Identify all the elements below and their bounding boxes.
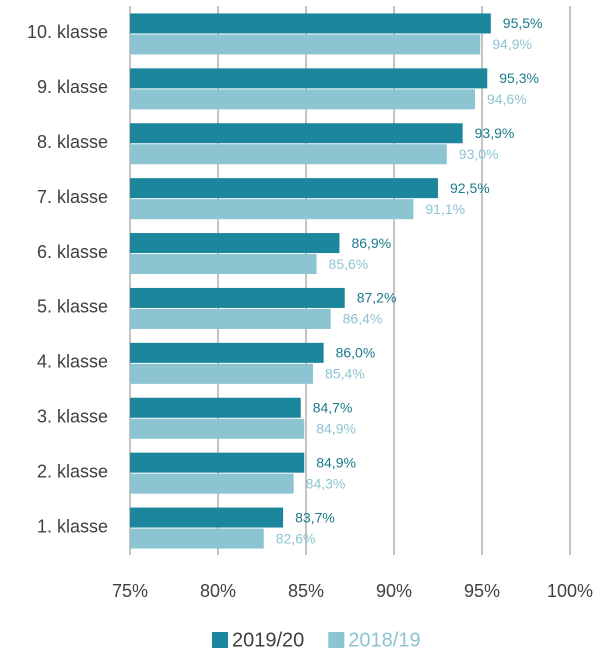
y-tick-label: 3. klasse — [37, 407, 108, 427]
y-tick-label: 4. klasse — [37, 352, 108, 372]
data-label: 86,9% — [351, 235, 391, 251]
bar — [130, 507, 284, 528]
bar — [130, 199, 414, 220]
y-tick-label: 10. klasse — [27, 22, 108, 42]
data-label: 95,5% — [503, 15, 543, 31]
data-label: 84,3% — [306, 475, 346, 491]
bar — [130, 144, 447, 165]
y-tick-label: 5. klasse — [37, 297, 108, 317]
x-tick-label: 90% — [376, 581, 412, 601]
legend-label: 2018/19 — [348, 629, 420, 651]
x-tick-label: 100% — [547, 581, 593, 601]
bar — [130, 397, 301, 418]
data-label: 86,4% — [343, 311, 383, 327]
bar — [130, 418, 305, 439]
data-label: 93,0% — [459, 146, 499, 162]
y-tick-label: 8. klasse — [37, 132, 108, 152]
bar — [130, 233, 340, 254]
legend-label: 2019/20 — [232, 629, 304, 651]
x-tick-label: 95% — [464, 581, 500, 601]
x-tick-label: 75% — [112, 581, 148, 601]
y-tick-label: 7. klasse — [37, 187, 108, 207]
legend-swatch — [212, 632, 228, 648]
data-label: 84,7% — [313, 399, 353, 415]
bar — [130, 123, 463, 144]
data-label: 93,9% — [475, 125, 515, 141]
bar — [130, 342, 324, 363]
bar — [130, 363, 314, 384]
bar — [130, 254, 317, 275]
data-label: 82,6% — [276, 530, 316, 546]
y-tick-label: 9. klasse — [37, 77, 108, 97]
x-tick-label: 85% — [288, 581, 324, 601]
y-tick-label: 6. klasse — [37, 242, 108, 262]
y-tick-label: 2. klasse — [37, 461, 108, 481]
bar — [130, 13, 491, 34]
bar — [130, 287, 345, 308]
data-label: 84,9% — [316, 420, 356, 436]
data-label: 94,9% — [492, 36, 532, 52]
bar — [130, 34, 481, 55]
bar — [130, 473, 294, 494]
data-label: 95,3% — [499, 70, 539, 86]
bar — [130, 68, 488, 89]
data-label: 92,5% — [450, 180, 490, 196]
bar — [130, 178, 438, 199]
bar — [130, 308, 331, 329]
data-label: 85,6% — [329, 256, 369, 272]
data-label: 84,9% — [316, 454, 356, 470]
data-label: 86,0% — [336, 345, 376, 361]
data-label: 91,1% — [425, 201, 465, 217]
bar — [130, 528, 264, 549]
x-tick-label: 80% — [200, 581, 236, 601]
legend-swatch — [328, 632, 345, 648]
data-label: 94,6% — [487, 91, 527, 107]
data-label: 85,4% — [325, 366, 365, 382]
bar — [130, 452, 305, 473]
bar — [130, 89, 475, 110]
data-label: 83,7% — [295, 509, 335, 525]
y-tick-label: 1. klasse — [37, 516, 108, 536]
data-label: 87,2% — [357, 290, 397, 306]
